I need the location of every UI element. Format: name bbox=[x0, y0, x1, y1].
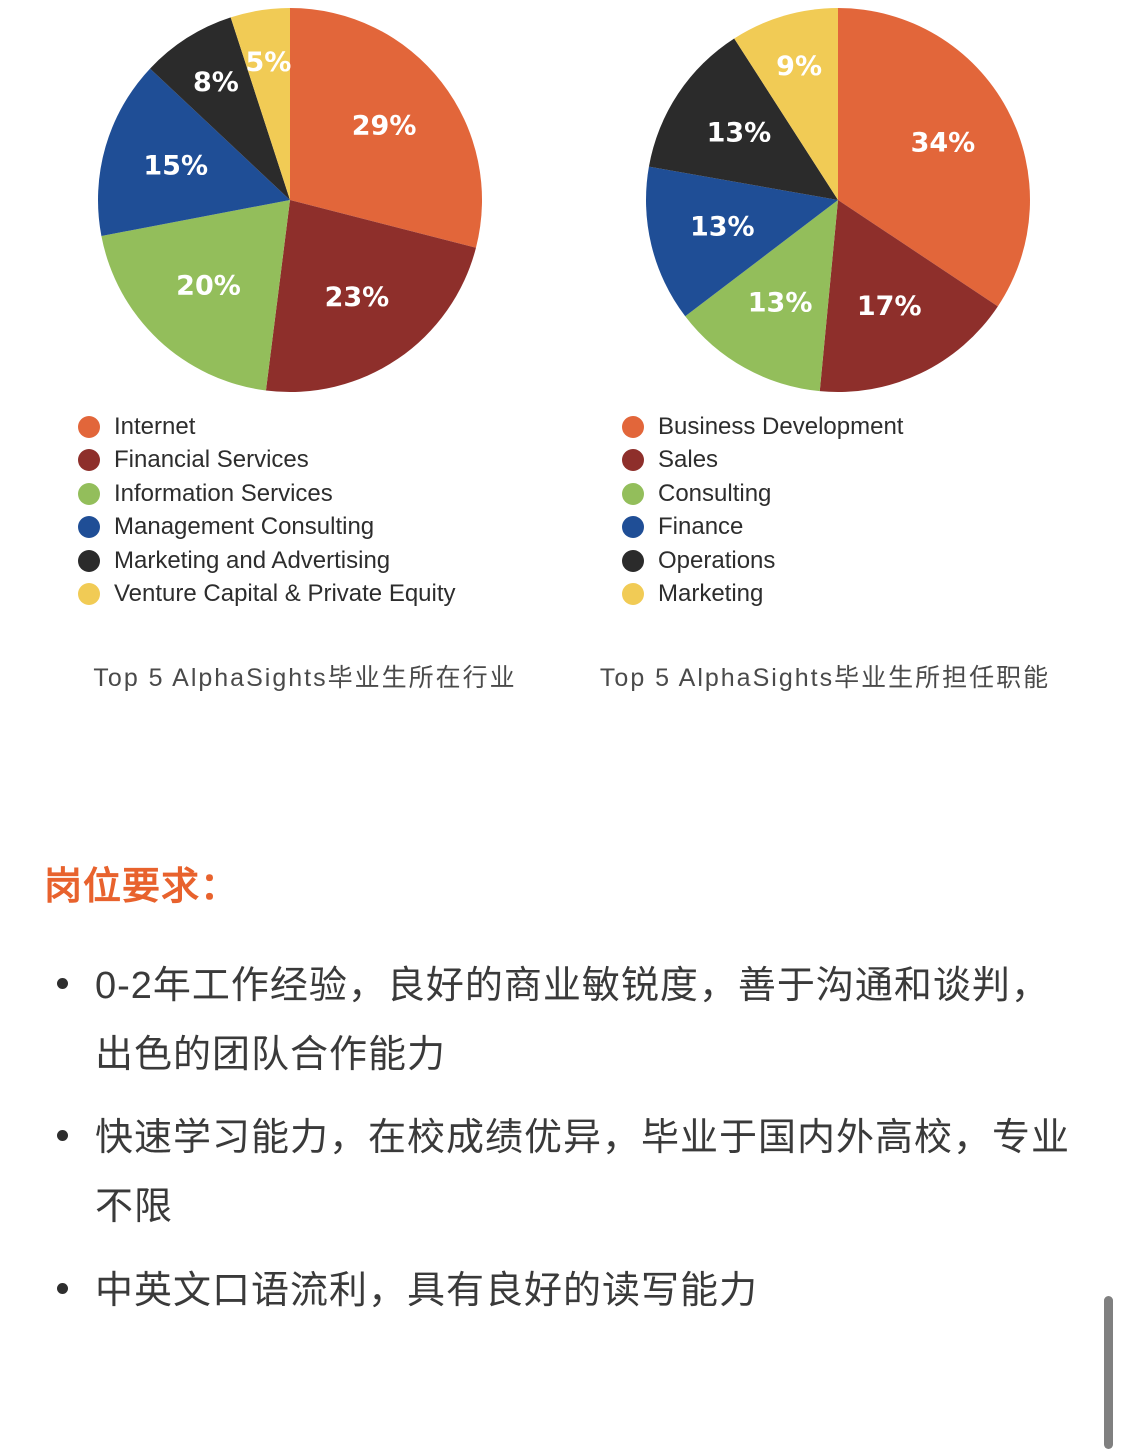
legend-item: Consulting bbox=[622, 477, 1100, 511]
pie-slice bbox=[819, 200, 998, 392]
legend-label: Consulting bbox=[658, 479, 772, 507]
pie-slice-label: 9% bbox=[776, 51, 822, 82]
bullet-icon bbox=[57, 1282, 68, 1294]
pie-chart-industries: 29% 23% 20% 15% 8% 5% bbox=[90, 0, 490, 400]
legend-item: Sales bbox=[622, 444, 1100, 478]
legend-label: Sales bbox=[658, 446, 719, 474]
pie-slice bbox=[685, 200, 838, 392]
legend-industries: Internet Financial Services Information … bbox=[60, 410, 560, 611]
legend-swatch-operations bbox=[622, 549, 644, 572]
legend-swatch-marketing-and-advertising bbox=[78, 549, 100, 572]
pie-slice bbox=[648, 38, 838, 201]
legend-item: Marketing and Advertising bbox=[78, 544, 560, 578]
bullet-icon bbox=[57, 978, 68, 989]
chart-block-functions: 34% 17% 13% 13% 13% 9% Business Development S… bbox=[600, 0, 1100, 611]
legend-label: Finance bbox=[658, 513, 744, 541]
legend-item: Finance bbox=[622, 511, 1100, 545]
pie-slice-label: 15% bbox=[143, 150, 208, 181]
pie-chart-functions: 34% 17% 13% 13% 13% 9% bbox=[638, 0, 1038, 400]
pie-slice bbox=[290, 8, 483, 248]
legend-swatch-sales bbox=[622, 449, 644, 472]
legend-label: Marketing and Advertising bbox=[114, 546, 391, 574]
requirements-section: 岗位要求： 0-2年工作经验，良好的商业敏锐度，善于沟通和谈判，出色的团队合作能… bbox=[0, 855, 1125, 1340]
legend-label: Management Consulting bbox=[114, 513, 375, 541]
pie-slice-label: 29% bbox=[352, 111, 417, 142]
legend-swatch-consulting bbox=[622, 482, 644, 505]
pie-slice-label: 13% bbox=[707, 118, 772, 149]
pie-svg-functions: 34% 17% 13% 13% 13% 9% bbox=[646, 8, 1030, 392]
legend-label: Marketing bbox=[658, 580, 764, 608]
legend-item: Marketing bbox=[622, 578, 1100, 612]
list-item: 中英文口语流利，具有良好的读写能力 bbox=[57, 1257, 1085, 1326]
scrollbar-thumb[interactable] bbox=[1104, 1296, 1113, 1449]
legend-item: Operations bbox=[622, 544, 1100, 578]
legend-item: Internet bbox=[78, 410, 560, 444]
list-item: 0-2年工作经验，良好的商业敏锐度，善于沟通和谈判，出色的团队合作能力 bbox=[57, 952, 1085, 1090]
legend-item: Venture Capital & Private Equity bbox=[78, 578, 560, 612]
pie-slice-label: 13% bbox=[690, 212, 755, 243]
list-item-text: 中英文口语流利，具有良好的读写能力 bbox=[95, 1269, 759, 1312]
legend-swatch-marketing bbox=[622, 583, 644, 606]
legend-swatch-business-development bbox=[622, 415, 644, 438]
requirements-list: 0-2年工作经验，良好的商业敏锐度，善于沟通和谈判，出色的团队合作能力 快速学习… bbox=[0, 952, 1125, 1326]
pie-slice-label: 5% bbox=[245, 47, 291, 78]
legend-item: Business Development bbox=[622, 410, 1100, 444]
chart-caption-industries: Top 5 AlphaSights毕业生所在行业 bbox=[93, 664, 517, 692]
legend-swatch-information-services bbox=[78, 482, 100, 505]
pie-slice bbox=[101, 200, 291, 391]
list-item: 快速学习能力，在校成绩优异，毕业于国内外高校，专业不限 bbox=[57, 1104, 1085, 1242]
pie-slice-label: 13% bbox=[748, 288, 813, 319]
legend-label: Financial Services bbox=[114, 446, 309, 474]
pie-slice-label: 17% bbox=[857, 291, 922, 322]
pie-svg-industries: 29% 23% 20% 15% 8%5% bbox=[97, 8, 483, 393]
legend-label: Venture Capital & Private Equity bbox=[114, 580, 456, 608]
legend-item: Management Consulting bbox=[78, 511, 560, 545]
pie-slice-label: 8% bbox=[193, 67, 239, 98]
charts-row: 29% 23% 20% 15% 8% 5% Internet Financial Serv… bbox=[60, 0, 1100, 611]
chart-block-industries: 29% 23% 20% 15% 8% 5% Internet Financial Serv… bbox=[60, 0, 560, 611]
legend-swatch-venture-capital bbox=[78, 583, 100, 606]
legend-swatch-management-consulting bbox=[78, 516, 100, 539]
pie-slice bbox=[734, 8, 838, 200]
legend-swatch-internet bbox=[78, 415, 100, 438]
list-item-text: 0-2年工作经验，良好的商业敏锐度，善于沟通和谈判，出色的团队合作能力 bbox=[95, 965, 1050, 1077]
legend-label: Operations bbox=[658, 546, 776, 574]
scrollbar-track[interactable] bbox=[1104, 0, 1119, 1449]
legend-functions: Business Development Sales Consulting Fi… bbox=[600, 410, 1100, 611]
legend-label: Business Development bbox=[658, 412, 904, 440]
legend-item: Financial Services bbox=[78, 444, 560, 478]
pie-slice bbox=[97, 68, 290, 236]
pie-slice bbox=[646, 166, 838, 317]
pie-slice-label: 20% bbox=[176, 270, 241, 301]
legend-swatch-finance bbox=[622, 516, 644, 539]
pie-slice bbox=[265, 200, 476, 393]
requirements-heading: 岗位要求： bbox=[44, 864, 240, 908]
legend-swatch-financial-services bbox=[78, 449, 100, 472]
list-item-text: 快速学习能力，在校成绩优异，毕业于国内外高校，专业不限 bbox=[95, 1117, 1071, 1229]
pie-slice bbox=[838, 8, 1030, 307]
chart-caption-functions: Top 5 AlphaSights毕业生所担任职能 bbox=[599, 664, 1051, 692]
legend-label: Information Services bbox=[114, 479, 333, 507]
pie-slice-label: 34% bbox=[911, 127, 976, 158]
bullet-icon bbox=[57, 1130, 68, 1142]
pie-slice bbox=[230, 8, 290, 200]
pie-slice-label: 23% bbox=[325, 282, 390, 313]
legend-item: Information Services bbox=[78, 477, 560, 511]
legend-label: Internet bbox=[114, 412, 196, 440]
pie-slice bbox=[150, 17, 290, 201]
